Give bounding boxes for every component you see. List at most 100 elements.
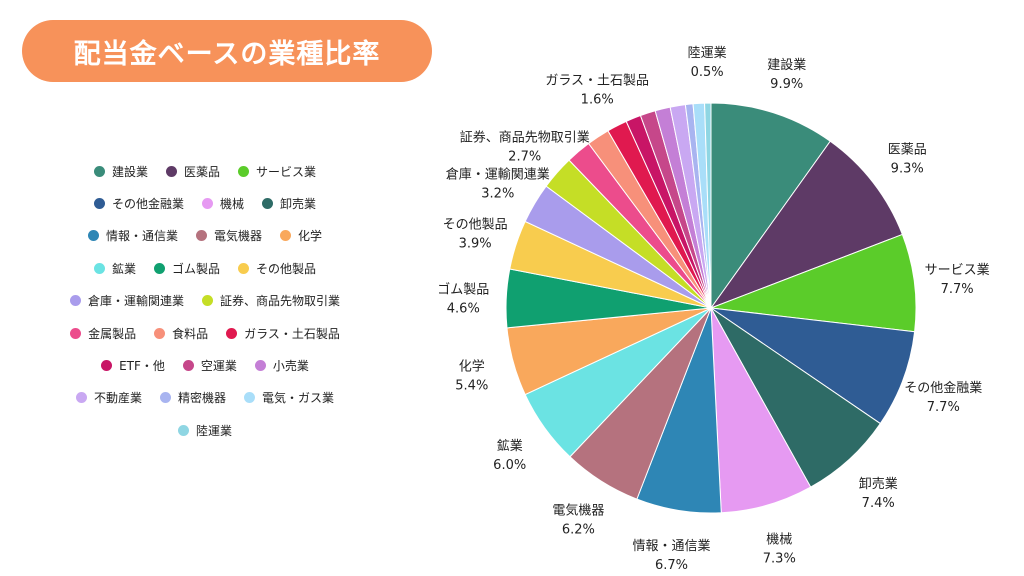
slice-name-label: 鉱業 [497, 438, 523, 454]
legend-item: 倉庫・運輸関連業 [69, 292, 184, 309]
legend-label: 卸売業 [280, 197, 317, 212]
legend-swatch [201, 198, 213, 210]
legend-swatch [244, 392, 255, 404]
legend-item: 建設業 [93, 163, 148, 180]
slice-name-label: 機械 [766, 532, 792, 547]
legend-item: 食料品 [154, 325, 208, 342]
legend-row: その他金融業 機械 卸売業 [40, 187, 370, 219]
legend-item: サービス業 [238, 163, 316, 180]
legend-label: 金属製品 [88, 326, 137, 341]
legend-item: 金属製品 [70, 325, 136, 342]
legend-swatch [75, 392, 87, 404]
slice-value-label: 4.6% [447, 301, 480, 316]
legend-swatch [182, 360, 194, 372]
pie-slice [709, 140, 904, 310]
slice-value-label: 7.3% [763, 551, 796, 566]
legend-swatch [101, 360, 113, 372]
legend-item: 情報・通信業 [87, 227, 178, 244]
legend-row: 鉱業 ゴム製品 その他製品 [40, 252, 370, 284]
chart-title: 配当金ベースの業種比率 [22, 20, 432, 82]
legend-swatch [87, 230, 99, 242]
slice-name-label: 情報・通信業 [632, 538, 710, 554]
legend-row: 陸運業 [40, 414, 370, 446]
slice-name-label: 電気機器 [552, 503, 604, 519]
legend-swatch [69, 295, 81, 307]
legend-item: ETF・他 [101, 357, 165, 374]
pie-slice [710, 233, 917, 333]
legend-item: 医薬品 [165, 163, 220, 180]
legend-label: サービス業 [256, 164, 317, 179]
legend-row: 不動産業 精密機器 電気・ガス業 [40, 382, 370, 414]
legend-label: 倉庫・運輸関連業 [87, 294, 184, 309]
legend-item: 陸運業 [177, 422, 232, 439]
legend-swatch [154, 327, 166, 339]
legend-item: 鉱業 [93, 260, 136, 277]
legend-label: 機械 [219, 197, 244, 212]
slice-value-label: 6.2% [562, 523, 595, 538]
legend-item: 空運業 [182, 357, 237, 374]
legend-label: 電気機器 [213, 229, 262, 244]
legend-label: 建設業 [111, 164, 148, 179]
slice-value-label: 7.4% [862, 496, 895, 511]
legend-item: その他製品 [238, 260, 316, 277]
slice-value-label: 3.9% [459, 237, 492, 252]
legend-row: 金属製品 食料品 ガラス・土石製品 [40, 317, 370, 349]
legend-item: 小売業 [254, 357, 309, 374]
slice-name-label: ゴム製品 [437, 281, 489, 297]
legend-label: その他製品 [256, 261, 317, 276]
legend-item: 証券、商品先物取引業 [202, 292, 340, 309]
slice-name-label: 建設業 [767, 57, 806, 73]
slice-name-label: その他製品 [443, 218, 508, 233]
legend-swatch [93, 262, 105, 274]
slice-value-label: 1.6% [581, 93, 614, 108]
legend-swatch [70, 327, 82, 339]
slice-value-label: 5.4% [455, 378, 488, 393]
legend-swatch [202, 295, 213, 307]
legend-label: ガラス・土石製品 [244, 326, 340, 341]
legend-row: ETF・他 空運業 小売業 [40, 349, 370, 381]
legend-item: ガラス・土石製品 [226, 325, 340, 342]
slice-name-label: 化学 [459, 358, 485, 374]
legend-swatch [93, 198, 105, 210]
legend-swatch [226, 327, 238, 339]
legend-item: 機械 [201, 195, 244, 212]
chart-legend: 建設業 医薬品 サービス業その他金融業 機械 卸売業情報・通信業 電気機器 化学鉱業 ゴム製品… [40, 155, 370, 447]
legend-swatch [238, 165, 249, 177]
slice-value-label: 3.2% [481, 186, 514, 201]
pie-slice [710, 102, 831, 310]
legend-item: 電気・ガス業 [244, 389, 334, 406]
slice-value-label: 9.9% [770, 77, 803, 92]
legend-label: 化学 [298, 229, 323, 244]
legend-item: ゴム製品 [153, 260, 220, 277]
legend-label: 不動産業 [93, 391, 142, 406]
legend-item: その他金融業 [93, 195, 184, 212]
legend-label: 精密機器 [177, 391, 226, 406]
legend-label: その他金融業 [111, 197, 184, 212]
legend-label: 陸運業 [195, 423, 232, 438]
slice-name-label: ガラス・土石製品 [545, 74, 649, 89]
legend-row: 倉庫・運輸関連業 証券、商品先物取引業 [40, 285, 370, 317]
slice-value-label: 2.7% [508, 149, 541, 164]
legend-item: 卸売業 [262, 195, 316, 212]
legend-label: ETF・他 [119, 359, 165, 374]
legend-swatch [153, 262, 165, 274]
legend-item: 化学 [280, 227, 322, 244]
slice-name-label: 証券、商品先物取引業 [460, 129, 590, 145]
legend-swatch [93, 165, 105, 177]
slice-value-label: 6.0% [493, 458, 526, 473]
legend-label: 小売業 [272, 359, 309, 374]
slice-name-label: 倉庫・運輸関連業 [446, 166, 550, 182]
legend-swatch [238, 262, 249, 274]
legend-swatch [262, 198, 273, 210]
legend-label: 食料品 [172, 326, 209, 341]
legend-swatch [254, 360, 266, 372]
legend-label: 医薬品 [183, 164, 220, 179]
slice-name-label: 陸運業 [688, 45, 727, 61]
legend-swatch [159, 392, 171, 404]
legend-item: 不動産業 [75, 389, 142, 406]
legend-label: 証券、商品先物取引業 [220, 294, 341, 309]
legend-swatch [195, 230, 207, 242]
legend-label: ゴム製品 [171, 261, 220, 276]
legend-row: 建設業 医薬品 サービス業 [40, 155, 370, 187]
